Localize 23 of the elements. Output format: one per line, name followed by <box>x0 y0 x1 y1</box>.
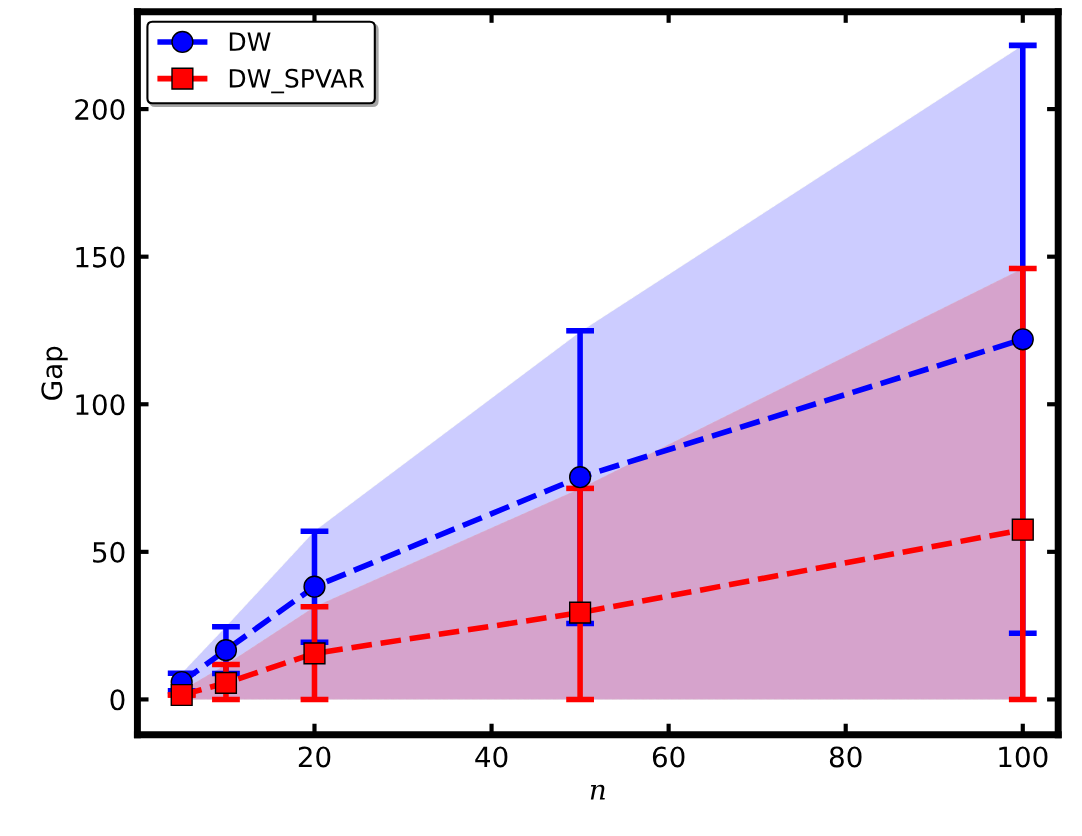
y-tick-label: 200 <box>75 99 125 121</box>
point <box>214 671 238 695</box>
point <box>568 466 592 489</box>
point <box>214 639 238 662</box>
point <box>1011 518 1034 541</box>
x-axis-title: n <box>590 784 605 800</box>
x-tick-label: 20 <box>298 746 331 768</box>
point <box>1011 328 1034 351</box>
y-tick-label: 50 <box>93 541 125 563</box>
point <box>568 601 592 624</box>
x-tick-label: 100 <box>999 746 1048 768</box>
x-tick-label: 40 <box>475 746 508 768</box>
y-tick-label: 150 <box>76 246 125 268</box>
legend-label: DW_SPVAR <box>229 68 365 94</box>
y-tick-label: 0 <box>110 689 125 711</box>
x-tick-label: 80 <box>829 746 862 768</box>
x-tick-label: 60 <box>652 746 685 768</box>
y-axis-title: Gap <box>41 346 68 400</box>
point <box>170 683 193 707</box>
point <box>303 642 326 665</box>
y-tick-label: 100 <box>76 394 125 416</box>
point <box>303 575 326 598</box>
legend-label: DW <box>229 32 271 51</box>
